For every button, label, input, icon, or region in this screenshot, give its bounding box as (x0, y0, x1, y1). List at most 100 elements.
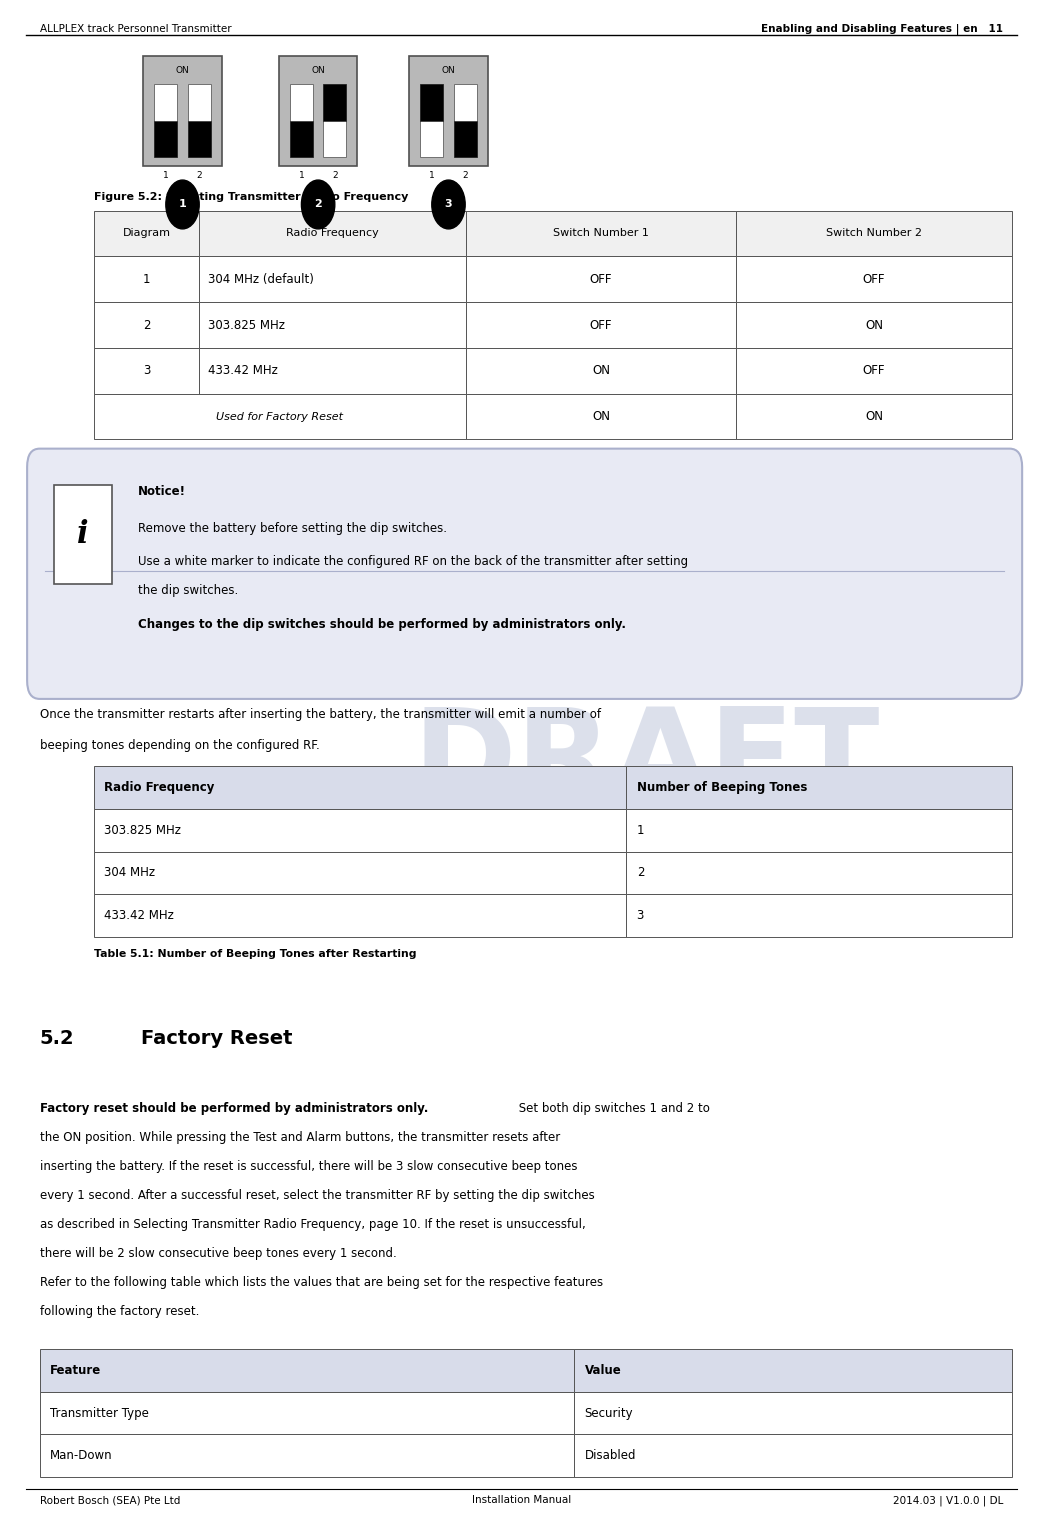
Bar (54, 485, 112, 584)
Bar (154, 84, 177, 157)
Text: Installation Manual: Installation Manual (471, 1495, 572, 1506)
Text: 433.42 MHz: 433.42 MHz (104, 909, 174, 922)
Text: 3: 3 (636, 909, 644, 922)
Text: 1: 1 (143, 273, 150, 285)
Bar (94, 394, 465, 439)
Text: Radio Frequency: Radio Frequency (286, 229, 379, 238)
Bar (736, 211, 1012, 256)
Bar (323, 84, 346, 157)
Text: Changes to the dip switches should be performed by administrators only.: Changes to the dip switches should be pe… (138, 618, 626, 632)
Bar (94, 211, 199, 256)
Bar (454, 84, 477, 157)
Text: DRAFT: DRAFT (413, 702, 880, 824)
Text: ON: ON (592, 365, 610, 377)
Bar (575, 1349, 1012, 1392)
Text: 2: 2 (314, 200, 322, 209)
Bar (94, 852, 626, 894)
Text: ON: ON (311, 66, 325, 75)
Bar (736, 302, 1012, 348)
Bar (94, 894, 626, 937)
Text: ON: ON (865, 410, 883, 423)
Text: ALLPLEX track Personnel Transmitter: ALLPLEX track Personnel Transmitter (40, 23, 232, 34)
Text: 1: 1 (178, 200, 187, 209)
Text: 2014.03 | V1.0.0 | DL: 2014.03 | V1.0.0 | DL (893, 1495, 1003, 1506)
Text: Refer to the following table which lists the values that are being set for the r: Refer to the following table which lists… (40, 1276, 603, 1289)
Bar (465, 302, 736, 348)
Text: as described in Selecting Transmitter Radio Frequency, page 10. If the reset is : as described in Selecting Transmitter Ra… (40, 1218, 585, 1231)
Bar (323, 84, 346, 121)
Text: 2: 2 (636, 867, 645, 879)
Text: Security: Security (585, 1407, 633, 1419)
Bar (575, 1434, 1012, 1477)
Bar (454, 121, 477, 157)
Text: 2: 2 (196, 171, 202, 180)
Bar (199, 211, 465, 256)
Text: ON: ON (592, 410, 610, 423)
Text: 1: 1 (429, 171, 435, 180)
Bar (626, 766, 1012, 809)
Circle shape (432, 180, 465, 229)
Bar (40, 1349, 575, 1392)
Bar (736, 256, 1012, 302)
FancyBboxPatch shape (27, 449, 1022, 699)
Text: Radio Frequency: Radio Frequency (104, 781, 215, 794)
Bar (575, 1392, 1012, 1434)
Text: OFF: OFF (863, 273, 886, 285)
Bar (199, 302, 465, 348)
Text: 3: 3 (444, 200, 453, 209)
Text: Used for Factory Reset: Used for Factory Reset (216, 412, 343, 421)
Bar (94, 766, 626, 809)
Text: OFF: OFF (589, 319, 612, 331)
Bar (409, 56, 487, 166)
Text: OFF: OFF (863, 365, 886, 377)
Text: ON: ON (175, 66, 190, 75)
Text: ON: ON (441, 66, 456, 75)
Text: 2: 2 (143, 319, 150, 331)
Text: Switch Number 1: Switch Number 1 (553, 229, 649, 238)
Bar (143, 56, 221, 166)
Text: Diagram: Diagram (123, 229, 171, 238)
Bar (465, 348, 736, 394)
Bar (199, 348, 465, 394)
Text: 2: 2 (332, 171, 338, 180)
Text: OFF: OFF (589, 273, 612, 285)
Bar (420, 84, 443, 121)
Text: the ON position. While pressing the Test and Alarm buttons, the transmitter rese: the ON position. While pressing the Test… (40, 1131, 560, 1144)
Text: Factory reset should be performed by administrators only.: Factory reset should be performed by adm… (40, 1102, 428, 1116)
Bar (188, 84, 211, 157)
Text: 304 MHz (default): 304 MHz (default) (208, 273, 314, 285)
Text: Use a white marker to indicate the configured RF on the back of the transmitter : Use a white marker to indicate the confi… (138, 555, 687, 569)
Bar (94, 256, 199, 302)
Text: Man-Down: Man-Down (50, 1450, 113, 1462)
Bar (199, 256, 465, 302)
Bar (420, 84, 443, 157)
Text: i: i (77, 519, 89, 551)
Text: every 1 second. After a successful reset, select the transmitter RF by setting t: every 1 second. After a successful reset… (40, 1189, 595, 1202)
Bar (94, 809, 626, 852)
Bar (465, 256, 736, 302)
Bar (626, 894, 1012, 937)
Bar (736, 394, 1012, 439)
Text: Table 5.1: Number of Beeping Tones after Restarting: Table 5.1: Number of Beeping Tones after… (94, 949, 416, 960)
Text: Once the transmitter restarts after inserting the battery, the transmitter will : Once the transmitter restarts after inse… (40, 708, 601, 722)
Bar (465, 211, 736, 256)
Bar (40, 1434, 575, 1477)
Text: Transmitter Type: Transmitter Type (50, 1407, 149, 1419)
Text: 1: 1 (636, 824, 645, 836)
Bar (94, 348, 199, 394)
Bar (626, 809, 1012, 852)
Text: 303.825 MHz: 303.825 MHz (208, 319, 285, 331)
Text: there will be 2 slow consecutive beep tones every 1 second.: there will be 2 slow consecutive beep to… (40, 1247, 396, 1260)
Text: 5.2: 5.2 (40, 1029, 74, 1047)
Text: Remove the battery before setting the dip switches.: Remove the battery before setting the di… (138, 522, 446, 536)
Text: Factory Reset: Factory Reset (141, 1029, 292, 1047)
Text: the dip switches.: the dip switches. (138, 584, 238, 598)
Text: 304 MHz: 304 MHz (104, 867, 155, 879)
Bar (290, 84, 313, 157)
Text: Number of Beeping Tones: Number of Beeping Tones (636, 781, 807, 794)
Text: 303.825 MHz: 303.825 MHz (104, 824, 181, 836)
Text: inserting the battery. If the reset is successful, there will be 3 slow consecut: inserting the battery. If the reset is s… (40, 1160, 577, 1173)
Bar (188, 121, 211, 157)
Bar (94, 302, 199, 348)
Text: Figure 5.2: Selecting Transmitter Radio Frequency: Figure 5.2: Selecting Transmitter Radio … (94, 192, 408, 203)
